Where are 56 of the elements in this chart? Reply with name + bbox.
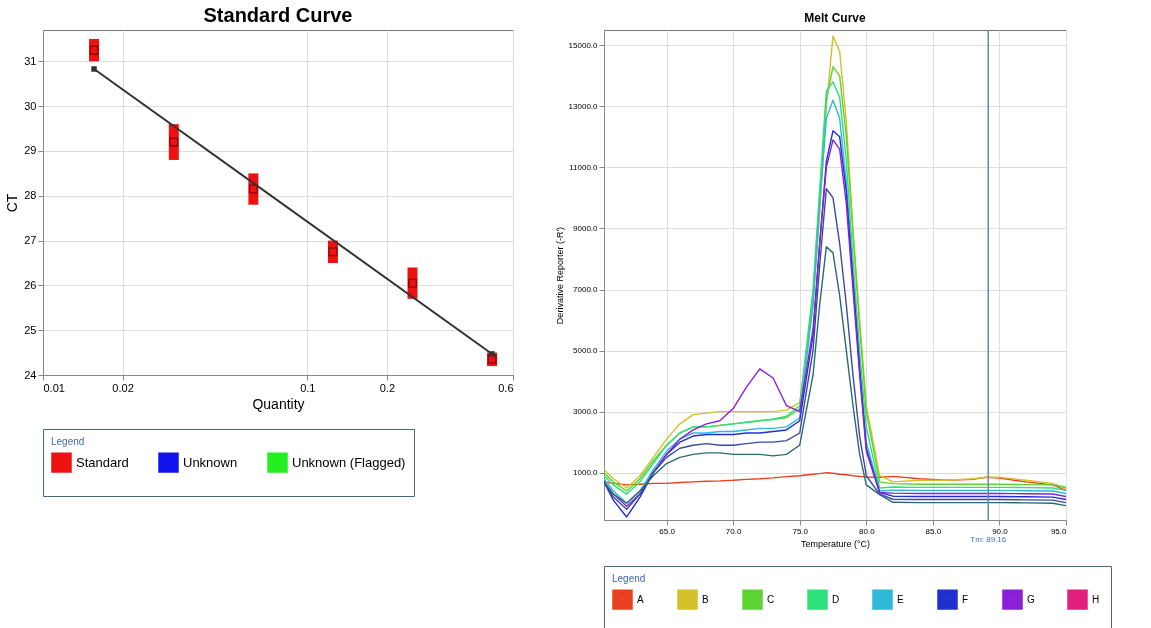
legend-title: Legend (51, 436, 85, 447)
x-tick-label: 0.2 (379, 381, 396, 394)
x-tick-label: 75.0 (792, 526, 809, 536)
legend-label: A (637, 593, 644, 605)
legend-label: D (832, 593, 840, 605)
y-tick-label: 3000.0 (573, 407, 599, 417)
x-tick-label: 80.0 (859, 526, 876, 536)
y-tick-label: 25 (24, 323, 37, 336)
x-axis-title: Temperature (°C) (800, 538, 871, 549)
ref-line-label: Tm: 89.16 (970, 535, 1007, 544)
y-tick-label: 13000.0 (568, 101, 599, 111)
y-axis-title: CT (4, 193, 21, 213)
point (89, 45, 99, 55)
legend-label: Standard (76, 454, 129, 470)
legend-label: H (1092, 593, 1100, 605)
x-tick-label: 70.0 (725, 526, 742, 536)
y-tick-label: 31 (24, 54, 37, 67)
point (408, 278, 417, 288)
y-tick-label: 28 (24, 189, 37, 202)
chart-title: Standard Curve (203, 4, 353, 26)
x-axis-title: Quantity (252, 395, 305, 412)
y-tick-label: 26 (24, 278, 37, 291)
y-tick-label: 9000.0 (573, 223, 599, 233)
x-tick-label: 65.0 (659, 526, 676, 536)
line-series (604, 246, 1066, 507)
x-tick-label: 85.0 (925, 526, 942, 536)
y-tick-label: 30 (24, 99, 37, 112)
legend-label: Unknown (Flagged) (292, 454, 406, 470)
point (169, 137, 179, 147)
y-tick-label: 7000.0 (573, 285, 599, 294)
y-tick-label: 1000.0 (573, 468, 599, 478)
y-tick-label: 15000.0 (568, 40, 599, 50)
point (248, 184, 258, 194)
chart-title: Melt Curve (804, 11, 866, 26)
legend-label: Unknown (183, 454, 238, 470)
x-tick-label: 0.1 (300, 381, 316, 394)
x-tick-label: 0.6 (498, 381, 514, 394)
y-tick-label: 11000.0 (569, 162, 599, 172)
y-tick-label: 5000.0 (573, 346, 599, 356)
y-tick-label: 24 (24, 368, 37, 381)
legend-label: C (767, 593, 775, 605)
y-axis-title: Derivative Reporter (-R') (554, 226, 565, 325)
legend-label: E (897, 593, 904, 605)
legend-label: B (702, 593, 709, 605)
line-series (604, 471, 1066, 492)
x-tick-label: 90.0 (992, 526, 1009, 536)
y-tick-label: 27 (24, 234, 37, 247)
legend-label: G (1027, 593, 1035, 605)
x-tick-label: 0.01 (43, 381, 65, 394)
x-tick-label: 0.02 (112, 381, 134, 394)
point (328, 247, 338, 257)
legend-label: F (962, 593, 969, 605)
legend-title: Legend (612, 573, 646, 584)
point (91, 66, 97, 72)
y-tick-label: 29 (24, 144, 37, 157)
x-tick-label: 95.0 (1050, 526, 1068, 536)
